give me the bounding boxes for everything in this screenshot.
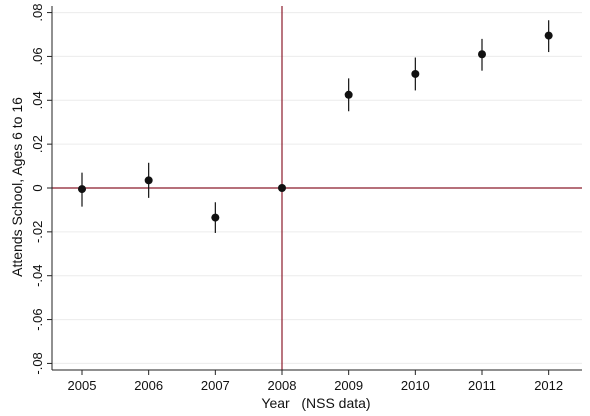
- point-estimate: [344, 90, 353, 99]
- x-tick-label: 2011: [468, 378, 496, 393]
- y-tick-label: -.06: [30, 308, 45, 330]
- data-points: [78, 20, 553, 233]
- y-tick-label: -.04: [30, 265, 45, 287]
- y-tick-label: -.02: [30, 221, 45, 243]
- y-tick-label: .08: [30, 4, 45, 22]
- x-axis-title: Year (NSS data): [261, 395, 370, 411]
- point-estimate: [544, 31, 553, 40]
- point-estimate: [78, 185, 86, 194]
- x-tick-label: 2008: [268, 378, 297, 393]
- x-tick-label: 2007: [201, 378, 230, 393]
- point-estimate: [478, 50, 486, 59]
- point-estimate: [411, 69, 420, 78]
- x-axis-ticks: 2005 2006 2007 2008 2009 2010 2011 2012: [68, 370, 563, 393]
- x-tick-label: 2010: [401, 378, 430, 393]
- x-tick-label: 2006: [134, 378, 163, 393]
- y-tick-label: .06: [30, 47, 45, 65]
- y-tick-label: .04: [30, 91, 45, 109]
- point-estimate: [144, 176, 153, 185]
- x-tick-label: 2005: [68, 378, 97, 393]
- y-tick-label: -.08: [30, 352, 45, 374]
- reference-lines: [52, 6, 582, 370]
- y-tick-label: 0: [30, 184, 45, 191]
- point-estimate: [278, 184, 286, 192]
- y-axis-ticks: -.08 -.06 -.04 -.02 0 .02 .04 .06 .08: [30, 4, 52, 375]
- y-tick-label: .02: [30, 135, 45, 153]
- x-tick-label: 2009: [334, 378, 363, 393]
- y-axis-title: Attends School, Ages 6 to 16: [9, 97, 25, 277]
- point-estimate: [211, 213, 220, 222]
- x-tick-label: 2012: [534, 378, 563, 393]
